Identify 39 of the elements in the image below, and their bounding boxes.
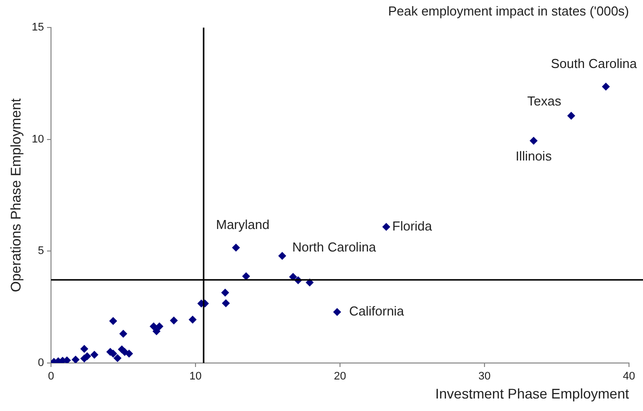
point	[90, 350, 98, 359]
point	[170, 316, 178, 325]
y-tick-label: 10	[32, 133, 44, 146]
point	[152, 327, 161, 336]
y-axis-title: Operations Phase Employment	[7, 98, 24, 292]
x-tick-label: 40	[622, 370, 636, 383]
x-tick-label: 0	[48, 370, 54, 383]
point	[333, 308, 342, 316]
point	[119, 330, 128, 338]
x-axis-title: Investment Phase Employment	[435, 385, 630, 402]
chart-title: Peak employment impact in states ('000s)	[388, 3, 629, 18]
annotation: California	[349, 304, 405, 319]
point	[278, 252, 286, 260]
point	[382, 222, 390, 231]
point	[232, 244, 240, 252]
annotation: Maryland	[216, 217, 270, 232]
point	[125, 350, 134, 358]
annotation: Texas	[527, 93, 562, 108]
point	[222, 299, 230, 308]
y-tick-label: 5	[38, 245, 44, 258]
annotation: South Carolina	[550, 56, 638, 72]
point	[109, 316, 118, 325]
x-tick-label: 10	[189, 370, 202, 383]
point	[602, 82, 610, 91]
annotation: Illinois	[516, 148, 552, 164]
x-tick-label: 20	[334, 370, 346, 383]
point	[188, 316, 197, 324]
point	[72, 356, 80, 363]
point	[530, 136, 538, 145]
y-tick-label: 0	[38, 357, 44, 370]
point	[80, 344, 88, 353]
point	[221, 288, 230, 297]
annotation: North Carolina	[292, 239, 377, 254]
x-tick-label: 30	[478, 370, 491, 383]
point	[242, 272, 250, 280]
y-tick-label: 15	[32, 22, 44, 34]
point	[114, 354, 122, 362]
point	[567, 112, 576, 120]
annotation: Florida	[392, 218, 433, 234]
